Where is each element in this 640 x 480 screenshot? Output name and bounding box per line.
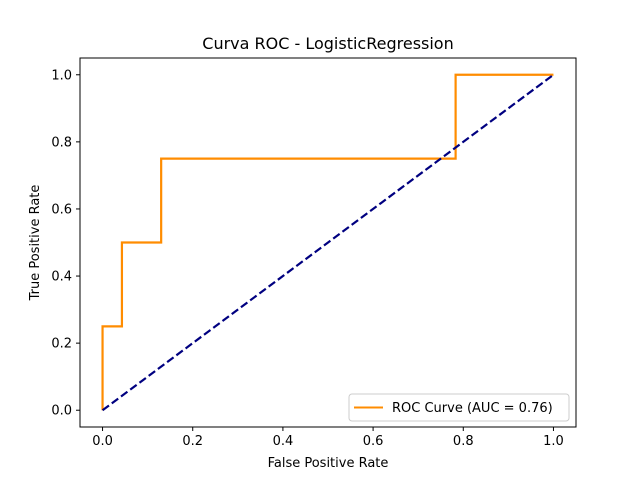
y-axis-ticks: 0.0 0.2 0.4 0.6 0.8 1.0 <box>51 68 80 419</box>
x-tick-label: 0.4 <box>273 434 294 449</box>
x-axis-label: False Positive Rate <box>268 456 389 471</box>
x-tick-label: 0.8 <box>453 434 474 449</box>
x-tick-label: 1.0 <box>543 434 564 449</box>
y-tick-label: 1.0 <box>51 68 72 83</box>
x-axis-ticks: 0.0 0.2 0.4 0.6 0.8 1.0 <box>92 427 564 449</box>
legend-label-roc-curve: ROC Curve (AUC = 0.76) <box>392 401 553 416</box>
series-layer <box>101 73 555 412</box>
y-tick-label: 0.0 <box>51 404 72 419</box>
legend: ROC Curve (AUC = 0.76) <box>348 393 570 422</box>
y-tick-label: 0.2 <box>51 337 72 352</box>
x-tick-label: 0.2 <box>182 434 203 449</box>
y-axis-label: True Positive Rate <box>28 185 43 302</box>
chart-title: Curva ROC - LogisticRegression <box>202 34 453 53</box>
x-tick-label: 0.0 <box>92 434 113 449</box>
roc-curve-line <box>101 73 554 411</box>
chance-diagonal-line <box>101 73 555 412</box>
x-tick-label: 0.6 <box>363 434 384 449</box>
y-tick-label: 0.8 <box>51 135 72 150</box>
axes-frame <box>79 57 577 428</box>
legend-box <box>348 393 570 422</box>
plot-area: 0.0 0.2 0.4 0.6 0.8 1.0 0.0 0.2 0.4 0.6 0.8 1.0 <box>51 57 577 449</box>
y-tick-label: 0.4 <box>51 270 72 285</box>
y-tick-label: 0.6 <box>51 202 72 217</box>
